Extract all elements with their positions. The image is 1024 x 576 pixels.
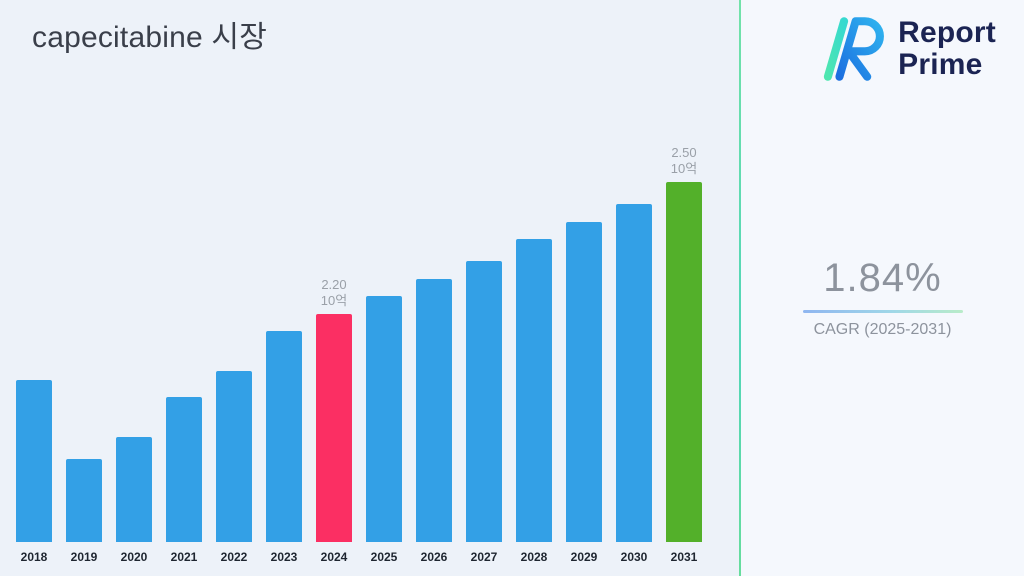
bar-chart: 2018 2019 2020 2021 2022 2023 2.20 10억 2024 2025 2… [16, 145, 716, 564]
x-axis-label: 2018 [20, 550, 48, 564]
chart-column: 2.50 10억 2031 [666, 145, 702, 564]
bar-2026 [416, 279, 452, 542]
bar-2030 [616, 204, 652, 542]
bar-2031 [666, 182, 702, 542]
vertical-divider [739, 0, 741, 576]
x-axis-label: 2025 [370, 550, 398, 564]
bar-2028 [516, 239, 552, 542]
chart-column: 2029 [566, 217, 602, 564]
x-axis-label: 2031 [670, 550, 698, 564]
x-axis-label: 2023 [270, 550, 298, 564]
chart-column: 2019 [66, 454, 102, 564]
bar-2018 [16, 380, 52, 542]
report-prime-logo-text: Report Prime [898, 17, 996, 81]
x-axis-label: 2022 [220, 550, 248, 564]
right-panel: Report Prime 1.84% CAGR (2025-2031) [741, 0, 1024, 576]
cagr-value: 1.84% [823, 256, 942, 300]
report-prime-logo-icon [823, 17, 884, 81]
chart-column: 2025 [366, 291, 402, 564]
chart-column: 2022 [216, 366, 252, 564]
bar-2029 [566, 222, 602, 542]
chart-column: 2021 [166, 392, 202, 564]
bar-value-label: 2.50 10억 [670, 145, 698, 176]
x-axis-label: 2029 [570, 550, 598, 564]
x-axis-label: 2026 [420, 550, 448, 564]
logo-text-line1: Report [898, 16, 996, 49]
bar-value-label: 2.20 10억 [320, 277, 348, 308]
cagr-underline [802, 310, 963, 313]
chart-column: 2028 [516, 234, 552, 564]
chart-column: 2027 [466, 256, 502, 564]
cagr-stats: 1.84% CAGR (2025-2031) [741, 256, 1024, 339]
x-axis-label: 2020 [120, 550, 148, 564]
bar-2020 [116, 437, 152, 542]
page-title: capecitabine 시장 [32, 21, 267, 54]
chart-column: 2020 [116, 432, 152, 564]
chart-column: 2018 [16, 375, 52, 564]
chart-column: 2.20 10억 2024 [316, 277, 352, 564]
report-prime-logo: Report Prime [814, 12, 996, 86]
bar-2019 [66, 459, 102, 542]
logo-text-line2: Prime [898, 48, 983, 81]
chart-column: 2026 [416, 274, 452, 564]
bar-2023 [266, 331, 302, 542]
x-axis-label: 2030 [620, 550, 648, 564]
x-axis-label: 2021 [170, 550, 198, 564]
x-axis-label: 2027 [470, 550, 498, 564]
bar-2022 [216, 371, 252, 542]
bar-2024 [316, 314, 352, 542]
bar-2021 [166, 397, 202, 542]
x-axis-label: 2019 [70, 550, 98, 564]
x-axis-label: 2024 [320, 550, 348, 564]
chart-column: 2023 [266, 326, 302, 564]
x-axis-label: 2028 [520, 550, 548, 564]
cagr-label: CAGR (2025-2031) [813, 321, 952, 338]
bar-2027 [466, 261, 502, 542]
chart-column: 2030 [616, 199, 652, 564]
bar-2025 [366, 296, 402, 542]
